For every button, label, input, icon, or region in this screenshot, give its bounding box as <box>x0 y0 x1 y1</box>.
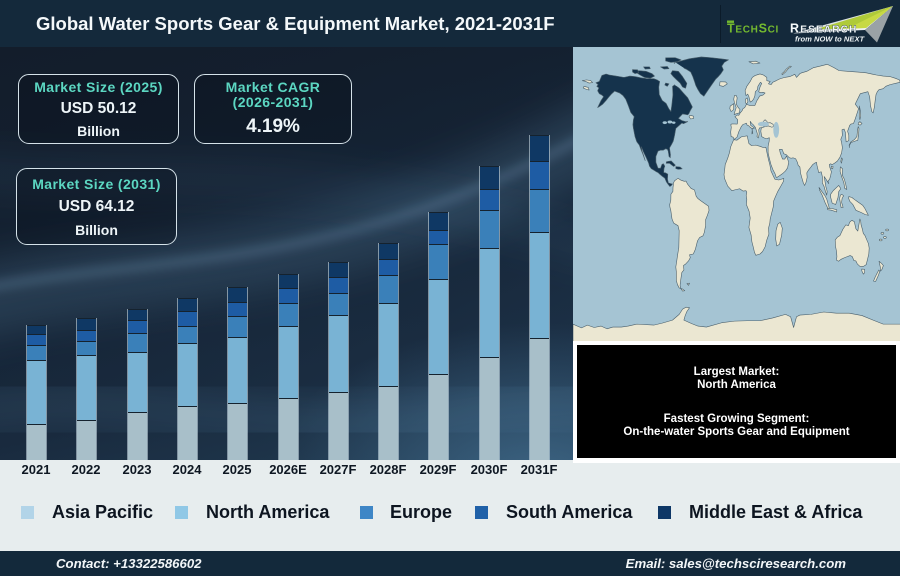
svg-text:from NOW to NEXT: from NOW to NEXT <box>795 35 866 44</box>
svg-text:TECHSCI: TECHSCI <box>727 22 779 36</box>
svg-text:RESEARCH: RESEARCH <box>790 22 858 36</box>
